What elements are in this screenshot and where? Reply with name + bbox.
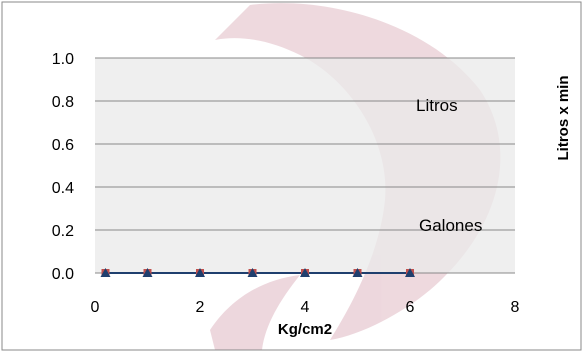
x-axis-title: Kg/cm2 — [278, 321, 332, 338]
y-tick-label: 0.6 — [52, 137, 74, 154]
data-point-triangle — [100, 268, 111, 277]
data-point-triangle — [195, 268, 205, 277]
data-point-triangle — [300, 268, 310, 277]
data-point-triangle — [247, 268, 258, 277]
data-point-triangle — [142, 268, 153, 277]
x-tick-label: 4 — [301, 299, 310, 316]
data-point-triangle — [405, 268, 415, 277]
y-tick-label: 0.2 — [52, 223, 74, 240]
y-tick-label: 0.8 — [52, 94, 74, 111]
annotation-galones: Galones — [419, 216, 482, 235]
y-axis-ticks: 0.0 0.2 0.4 0.6 0.8 1.0 — [52, 51, 74, 283]
y-tick-label: 0.0 — [52, 266, 74, 283]
plot-area — [95, 58, 515, 273]
x-tick-label: 6 — [406, 299, 415, 316]
data-point-triangle — [352, 268, 363, 277]
y-tick-label: 0.4 — [52, 180, 74, 197]
annotation-litros: Litros — [416, 96, 458, 115]
y-axis-title: Litros x min — [555, 75, 572, 160]
x-axis-ticks: 0 2 4 6 8 — [91, 299, 520, 316]
x-tick-label: 8 — [511, 299, 520, 316]
y-tick-label: 1.0 — [52, 51, 74, 68]
data-points — [100, 268, 415, 277]
chart-border — [1, 1, 582, 351]
x-tick-label: 2 — [196, 299, 205, 316]
x-tick-label: 0 — [91, 299, 100, 316]
